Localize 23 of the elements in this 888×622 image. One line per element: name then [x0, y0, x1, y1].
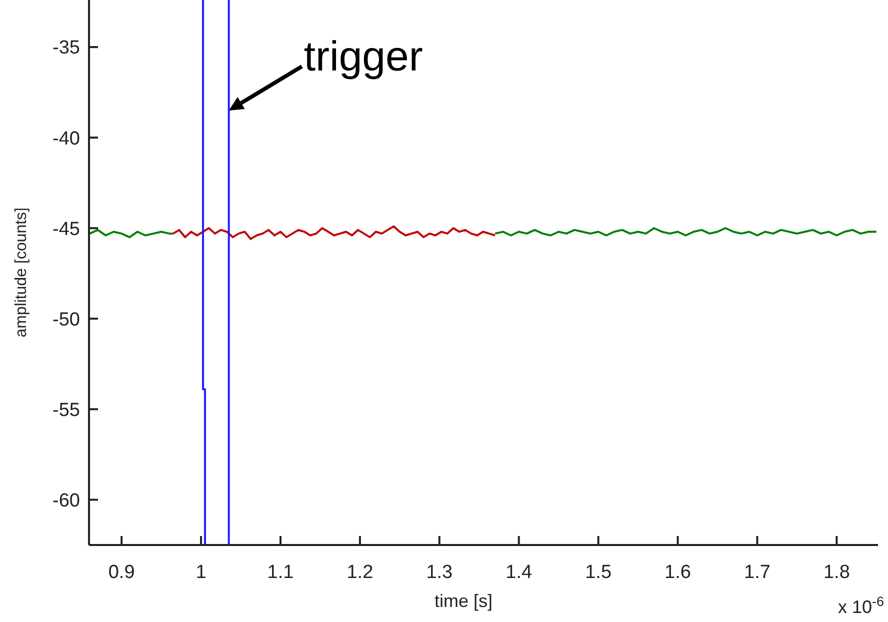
annotation: trigger — [304, 32, 423, 80]
x-tick-label: 1.3 — [426, 562, 453, 583]
y-tick-label: -35 — [52, 38, 80, 59]
x-tick-label: 1.2 — [346, 562, 374, 583]
x-tick-label: 1.7 — [744, 562, 770, 583]
x-tick-label: 0.9 — [108, 562, 135, 583]
y-tick-label: -45 — [52, 218, 80, 240]
x-tick-label: 1.8 — [823, 562, 850, 583]
text: x 10$^{-6}$ — [838, 594, 884, 617]
y-tick-label: -55 — [52, 400, 80, 421]
x-axis-title: time [s] — [434, 591, 493, 611]
line-series — [89, 228, 174, 238]
line-series — [172, 225, 496, 240]
y-tick-label: -40 — [52, 128, 80, 150]
y-tick-label: -50 — [52, 309, 80, 330]
y-axis-title: amplitude [counts] — [13, 208, 30, 338]
x-tick-label: 1.5 — [585, 562, 612, 583]
x-tick-label: 1.4 — [506, 562, 532, 583]
line-series — [494, 227, 878, 236]
x-tick-label: 1.1 — [267, 562, 294, 583]
x-tick-label: 1.6 — [664, 562, 691, 583]
y-tick-label: -60 — [52, 490, 80, 512]
x-tick-label: 1 — [196, 562, 206, 583]
